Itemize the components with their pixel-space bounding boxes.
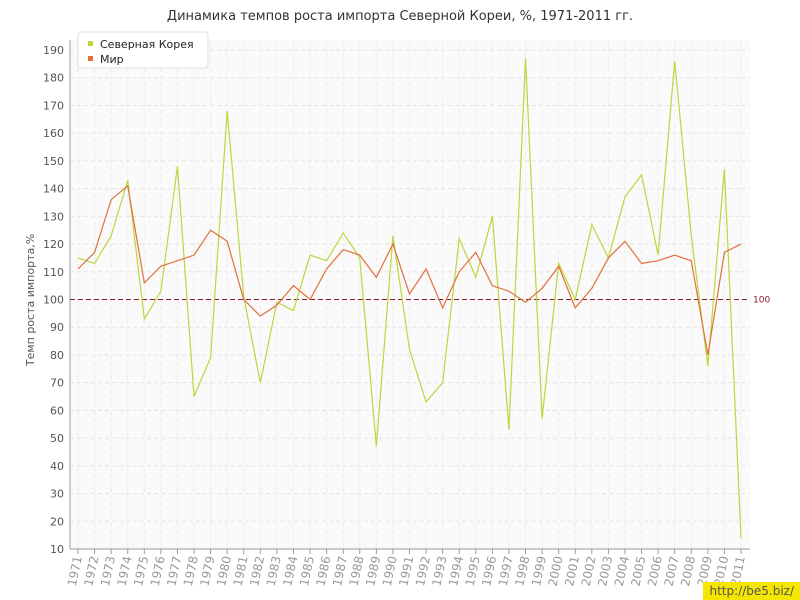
y-tick-label: 60 <box>50 404 64 417</box>
x-tick-label: 1998 <box>512 555 532 588</box>
x-tick-label: 2006 <box>645 555 665 588</box>
x-tick-label: 1987 <box>330 555 350 588</box>
x-tick-label: 2011 <box>728 555 748 588</box>
legend-swatch <box>88 56 93 61</box>
x-tick-label: 1972 <box>81 555 101 588</box>
x-tick-label: 2008 <box>678 555 698 588</box>
x-tick-label: 1977 <box>164 555 184 588</box>
x-tick-label: 1980 <box>214 555 234 588</box>
y-tick-label: 120 <box>43 238 64 251</box>
y-tick-label: 140 <box>43 183 64 196</box>
legend: Северная Корея Мир <box>77 31 209 69</box>
y-tick-label: 100 <box>43 294 64 307</box>
y-tick-label: 170 <box>43 99 64 112</box>
y-tick-label: 40 <box>50 460 64 473</box>
x-tick-label: 1992 <box>413 555 433 588</box>
legend-box <box>77 31 209 69</box>
legend-label: Мир <box>100 53 124 66</box>
y-tick-label: 110 <box>43 266 64 279</box>
y-tick-label: 160 <box>43 127 64 140</box>
x-tick-label: 1989 <box>363 555 383 588</box>
x-tick-label: 1974 <box>115 555 135 588</box>
x-tick-label: 2001 <box>562 555 582 588</box>
x-tick-label: 1985 <box>297 555 317 588</box>
y-tick-label: 180 <box>43 72 64 85</box>
y-tick-label: 130 <box>43 210 64 223</box>
x-tick-label: 2002 <box>579 555 599 588</box>
x-tick-label: 2009 <box>695 555 715 588</box>
x-tick-label: 1991 <box>396 555 416 588</box>
x-tick-label: 1976 <box>148 555 168 588</box>
reference-label: 100 <box>753 296 770 306</box>
y-tick-label: 190 <box>43 44 64 57</box>
watermark: http://be5.biz/ <box>703 582 800 600</box>
x-tick-label: 1993 <box>430 555 450 588</box>
y-tick-label: 10 <box>50 543 64 556</box>
x-tick-label: 1990 <box>380 555 400 588</box>
y-tick-label: 90 <box>50 321 64 334</box>
x-tick-label: 2003 <box>595 555 615 588</box>
x-tick-label: 1975 <box>131 555 151 588</box>
x-tick-label: 1973 <box>98 555 118 588</box>
x-tick-label: 1971 <box>65 555 85 588</box>
x-tick-label: 1982 <box>247 555 267 588</box>
legend-label: Северная Корея <box>100 38 194 51</box>
legend-swatch <box>88 41 93 46</box>
y-tick-label: 20 <box>50 515 64 528</box>
x-tick-label: 2000 <box>546 555 566 588</box>
y-tick-label: 50 <box>50 432 64 445</box>
x-tick-label: 1988 <box>347 555 367 588</box>
y-tick-label: 80 <box>50 349 64 362</box>
x-tick-label: 1986 <box>314 555 334 588</box>
x-tick-label: 1996 <box>479 555 499 588</box>
x-tick-label: 2010 <box>711 555 731 588</box>
x-tick-label: 1983 <box>264 555 284 588</box>
series-line <box>77 58 742 538</box>
x-tick-label: 1984 <box>280 555 300 588</box>
x-tick-label: 2004 <box>612 555 632 588</box>
y-tick-label: 150 <box>43 155 64 168</box>
x-tick-label: 1978 <box>181 555 201 588</box>
x-tick-label: 1979 <box>197 555 217 588</box>
y-axis-label: Темп роста импорта,% <box>24 234 37 367</box>
y-tick-label: 70 <box>50 377 64 390</box>
x-tick-label: 2005 <box>628 555 648 588</box>
x-tick-label: 1999 <box>529 555 549 588</box>
x-tick-label: 1994 <box>446 555 466 588</box>
x-tick-label: 1995 <box>463 555 483 588</box>
x-tick-label: 1981 <box>231 555 251 588</box>
y-tick-label: 30 <box>50 488 64 501</box>
series-line <box>77 184 742 356</box>
chart-title: Динамика темпов роста импорта Северной К… <box>167 9 633 24</box>
x-tick-label: 2007 <box>662 555 682 588</box>
x-tick-label: 1997 <box>496 555 516 588</box>
